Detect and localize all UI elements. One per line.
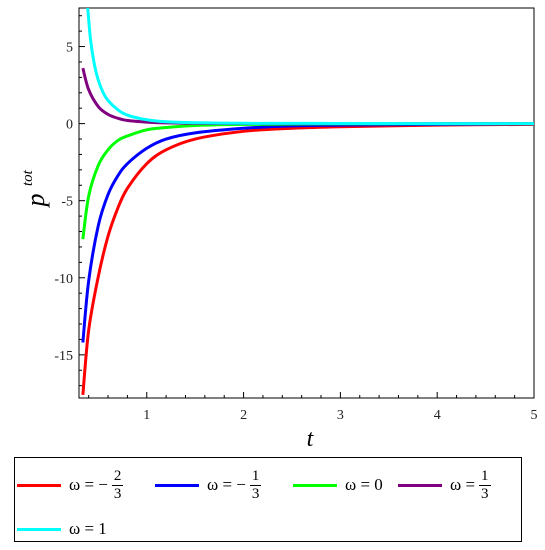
- series-line-5: [86, 8, 534, 126]
- legend-item: ω = 0: [293, 466, 383, 504]
- y-axis-title-group: p tot: [20, 169, 50, 208]
- x-tick-label: 2: [240, 408, 247, 423]
- x-tick-label: 5: [531, 408, 538, 423]
- series-line-2: [81, 122, 534, 343]
- x-tick-label: 1: [143, 408, 150, 423]
- y-axis-title: p: [21, 194, 50, 209]
- chart-svg: 1 2 3 4 5 5 0 -5 -10 -15 t p tot: [20, 7, 538, 452]
- legend-swatch: [398, 483, 442, 487]
- legend-item: ω = −2 3: [17, 466, 124, 504]
- legend-swatch: [293, 483, 337, 487]
- x-tick-label: 3: [337, 408, 344, 423]
- axis-ticks: [79, 15, 535, 398]
- y-tick-label: -10: [54, 272, 73, 287]
- legend-swatch: [155, 483, 199, 487]
- y-tick-label: -5: [61, 195, 73, 210]
- y-tick-label: 0: [66, 118, 73, 133]
- series-line-3: [81, 122, 534, 240]
- legend-label: ω = −2 3: [69, 467, 124, 502]
- legend-swatch: [17, 483, 61, 487]
- legend-label: ω = −1 3: [207, 467, 262, 502]
- series-line-4: [81, 67, 534, 126]
- legend-label: ω = 0: [345, 475, 383, 494]
- series-line-1: [81, 122, 534, 396]
- x-tick-label: 4: [434, 408, 441, 423]
- plot-frame: [78, 7, 535, 399]
- legend-swatch: [17, 527, 61, 531]
- tick-labels: 1 2 3 4 5 5 0 -5 -10 -15: [54, 41, 537, 423]
- y-tick-label: -15: [54, 349, 73, 364]
- y-axis-title-superscript: tot: [20, 169, 36, 186]
- y-tick-label: 5: [66, 41, 73, 56]
- legend-label: ω = 1: [69, 519, 107, 538]
- legend-item: ω = 1: [17, 510, 107, 548]
- series-group: [81, 8, 534, 396]
- legend-item: ω = −1 3: [155, 466, 262, 504]
- x-axis-title: t: [307, 426, 315, 452]
